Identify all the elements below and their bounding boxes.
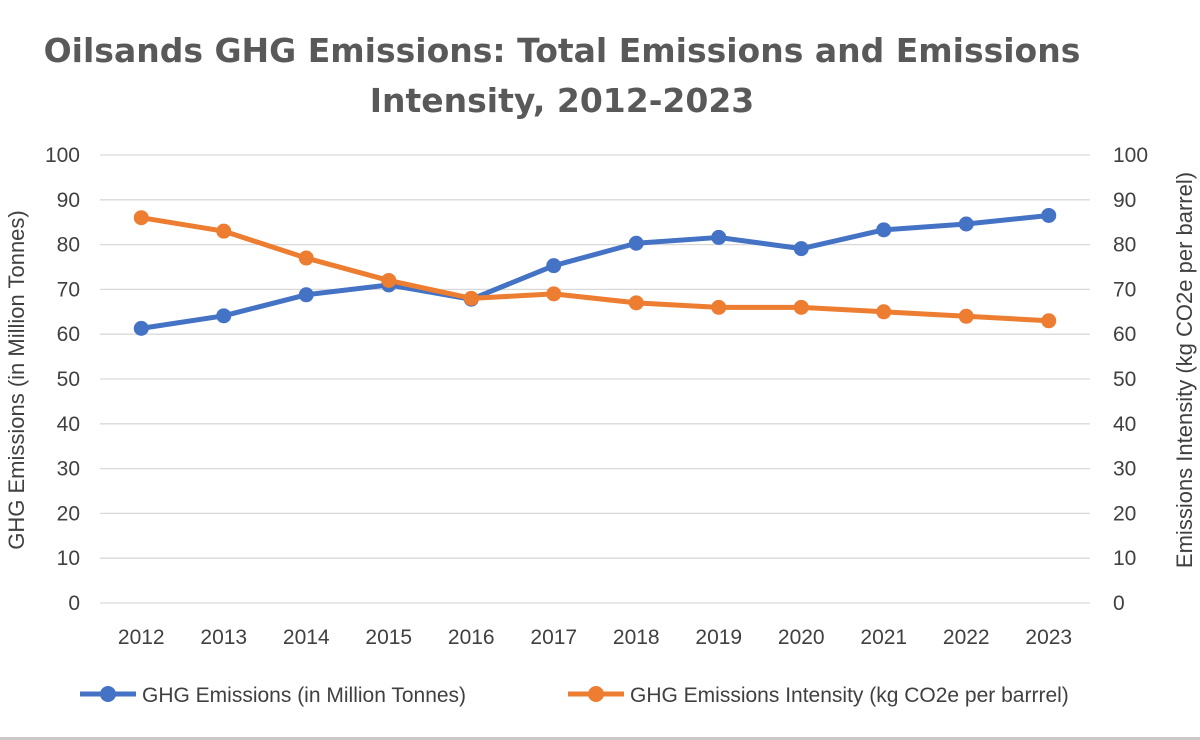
left-tick-0: 0 — [68, 592, 80, 615]
x-tick-2020: 2020 — [778, 626, 825, 649]
series-layer — [133, 207, 1057, 336]
legend-label-ghg-intensity: GHG Emissions Intensity (kg CO2e per bar… — [630, 684, 1069, 707]
point-1-2017[interactable] — [546, 286, 562, 302]
point-0-2020[interactable] — [793, 241, 809, 257]
point-1-2015[interactable] — [381, 272, 397, 288]
left-tick-70: 70 — [57, 278, 80, 301]
left-axis-tick-labels: 0 10 20 30 40 50 60 70 80 90 100 — [45, 144, 80, 615]
point-1-2023[interactable] — [1041, 313, 1057, 329]
point-1-2021[interactable] — [876, 304, 892, 320]
x-tick-2014: 2014 — [283, 626, 330, 649]
point-1-2019[interactable] — [711, 299, 727, 315]
left-tick-20: 20 — [57, 502, 80, 525]
x-tick-2022: 2022 — [943, 626, 990, 649]
right-tick-80: 80 — [1113, 234, 1136, 257]
x-tick-2016: 2016 — [448, 626, 495, 649]
right-tick-40: 40 — [1113, 413, 1136, 436]
right-tick-0: 0 — [1113, 592, 1125, 615]
point-0-2013[interactable] — [216, 308, 232, 324]
x-tick-2015: 2015 — [365, 626, 412, 649]
point-1-2014[interactable] — [298, 250, 314, 266]
legend-marker-ghg-emissions — [100, 686, 116, 702]
series-line-1 — [138, 215, 1052, 324]
bottom-border — [0, 737, 1200, 740]
left-tick-40: 40 — [57, 413, 80, 436]
point-1-2016[interactable] — [463, 290, 479, 306]
right-tick-20: 20 — [1113, 502, 1136, 525]
point-1-2022[interactable] — [958, 308, 974, 324]
x-tick-2018: 2018 — [613, 626, 660, 649]
right-tick-60: 60 — [1113, 323, 1136, 346]
left-tick-60: 60 — [57, 323, 80, 346]
legend-marker-ghg-intensity — [588, 686, 604, 702]
point-0-2018[interactable] — [628, 235, 644, 251]
point-0-2019[interactable] — [711, 229, 727, 245]
chart-title-line-1: Oilsands GHG Emissions: Total Emissions … — [44, 31, 1081, 70]
point-1-2013[interactable] — [216, 223, 232, 239]
right-axis-label: Emissions Intensity (kg CO2e per barrel) — [1172, 172, 1197, 568]
point-0-2023[interactable] — [1041, 207, 1057, 223]
left-tick-10: 10 — [57, 547, 80, 570]
point-0-2014[interactable] — [298, 287, 314, 303]
left-tick-100: 100 — [45, 144, 80, 167]
x-tick-2023: 2023 — [1025, 626, 1072, 649]
series-line-0 — [138, 212, 1052, 331]
left-tick-50: 50 — [57, 368, 80, 391]
right-tick-30: 30 — [1113, 458, 1136, 481]
right-tick-50: 50 — [1113, 368, 1136, 391]
right-axis-tick-labels: 0 10 20 30 40 50 60 70 80 90 100 — [1113, 144, 1148, 615]
point-1-2012[interactable] — [133, 210, 149, 226]
series-0 — [133, 207, 1057, 336]
chart-title-line-2: Intensity, 2012-2023 — [370, 81, 755, 120]
right-tick-90: 90 — [1113, 189, 1136, 212]
x-tick-2021: 2021 — [860, 626, 907, 649]
point-0-2012[interactable] — [133, 320, 149, 336]
right-tick-100: 100 — [1113, 144, 1148, 167]
legend-label-ghg-emissions: GHG Emissions (in Million Tonnes) — [142, 684, 466, 707]
right-tick-10: 10 — [1113, 547, 1136, 570]
point-0-2022[interactable] — [958, 216, 974, 232]
legend[interactable]: GHG Emissions (in Million Tonnes) GHG Em… — [80, 684, 1069, 707]
point-1-2018[interactable] — [628, 295, 644, 311]
left-tick-80: 80 — [57, 234, 80, 257]
x-tick-2019: 2019 — [695, 626, 742, 649]
point-1-2020[interactable] — [793, 299, 809, 315]
x-tick-2012: 2012 — [118, 626, 165, 649]
left-tick-90: 90 — [57, 189, 80, 212]
left-tick-30: 30 — [57, 458, 80, 481]
left-axis-label: GHG Emissions (in Million Tonnes) — [4, 210, 29, 549]
point-0-2021[interactable] — [876, 222, 892, 238]
x-tick-2013: 2013 — [200, 626, 247, 649]
gridlines — [100, 154, 1090, 604]
point-0-2017[interactable] — [546, 258, 562, 274]
x-axis-tick-labels: 2012 2013 2014 2015 2016 2017 2018 2019 2020 2021… — [118, 626, 1072, 649]
x-tick-2017: 2017 — [530, 626, 577, 649]
series-1 — [133, 210, 1057, 329]
right-tick-70: 70 — [1113, 278, 1136, 301]
